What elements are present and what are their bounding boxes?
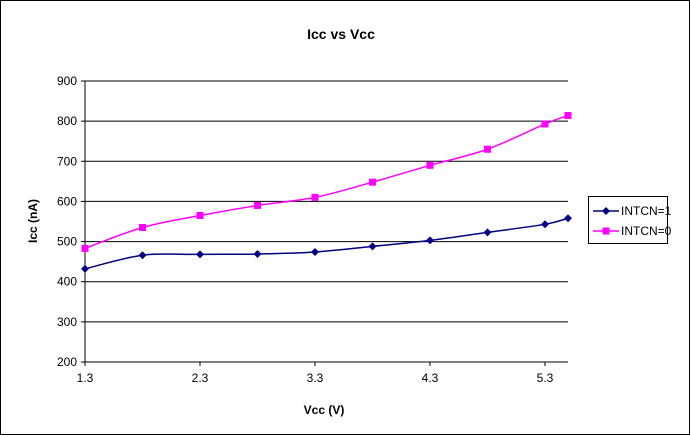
x-tick-label-2: 3.3	[307, 371, 324, 385]
series-1-point-9	[564, 112, 572, 120]
series-0-point-2	[196, 250, 204, 259]
x-tick-label-1: 2.3	[192, 371, 209, 385]
series-1-point-0	[81, 244, 89, 252]
y-tick-label-600: 600	[57, 194, 77, 208]
series-0-point-0	[81, 264, 89, 273]
series-0-point-9	[564, 214, 572, 223]
y-tick-label-700: 700	[57, 154, 77, 168]
series-1-point-6	[426, 161, 434, 169]
y-tick-label-200: 200	[57, 355, 77, 369]
series-0-point-1	[138, 251, 147, 260]
legend-swatch-intcn0	[593, 227, 619, 235]
x-axis-label: Vcc (V)	[304, 403, 345, 417]
series-line-0	[84, 217, 569, 270]
series-0-point-5	[368, 242, 377, 251]
series-0-point-6	[426, 236, 434, 245]
chart-title: Icc vs Vcc	[307, 26, 375, 42]
legend: INTCN=1 INTCN=0	[588, 196, 671, 244]
series-0-point-4	[311, 248, 319, 257]
legend-label-intcn1: INTCN=1	[621, 204, 672, 218]
series-1-point-4	[311, 193, 319, 201]
legend-swatch-intcn1	[593, 207, 619, 215]
series-1-point-3	[254, 201, 261, 209]
y-axis-label: Icc (nA)	[26, 199, 40, 243]
tick-labels: 200 300 400 500 600 700 800 900 1.3 2.3 3.3 4.3 5.3	[57, 74, 554, 385]
legend-item-intcn0: INTCN=0	[589, 222, 671, 240]
x-tick-label-3: 4.3	[422, 371, 439, 385]
x-tick-label-4: 5.3	[537, 371, 554, 385]
plot-area	[85, 81, 568, 362]
series-1-point-7	[484, 145, 491, 153]
y-tick-label-500: 500	[57, 235, 77, 249]
series-1-point-1	[139, 224, 146, 232]
legend-item-intcn1: INTCN=1	[589, 202, 671, 220]
y-tick-label-800: 800	[57, 114, 77, 128]
series-layer	[81, 112, 572, 273]
series-1-point-2	[196, 211, 204, 219]
series-0-point-3	[253, 250, 262, 259]
series-1-point-8	[541, 120, 549, 128]
axes	[84, 81, 568, 363]
series-1-point-5	[369, 178, 376, 186]
y-tick-label-400: 400	[57, 275, 77, 289]
series-0-point-8	[541, 220, 549, 229]
legend-label-intcn0: INTCN=0	[621, 224, 672, 238]
y-tick-label-900: 900	[57, 74, 77, 88]
x-tick-label-0: 1.3	[77, 371, 94, 385]
series-line-1	[84, 114, 569, 250]
y-tick-label-300: 300	[57, 315, 77, 329]
series-0-point-7	[483, 228, 492, 237]
